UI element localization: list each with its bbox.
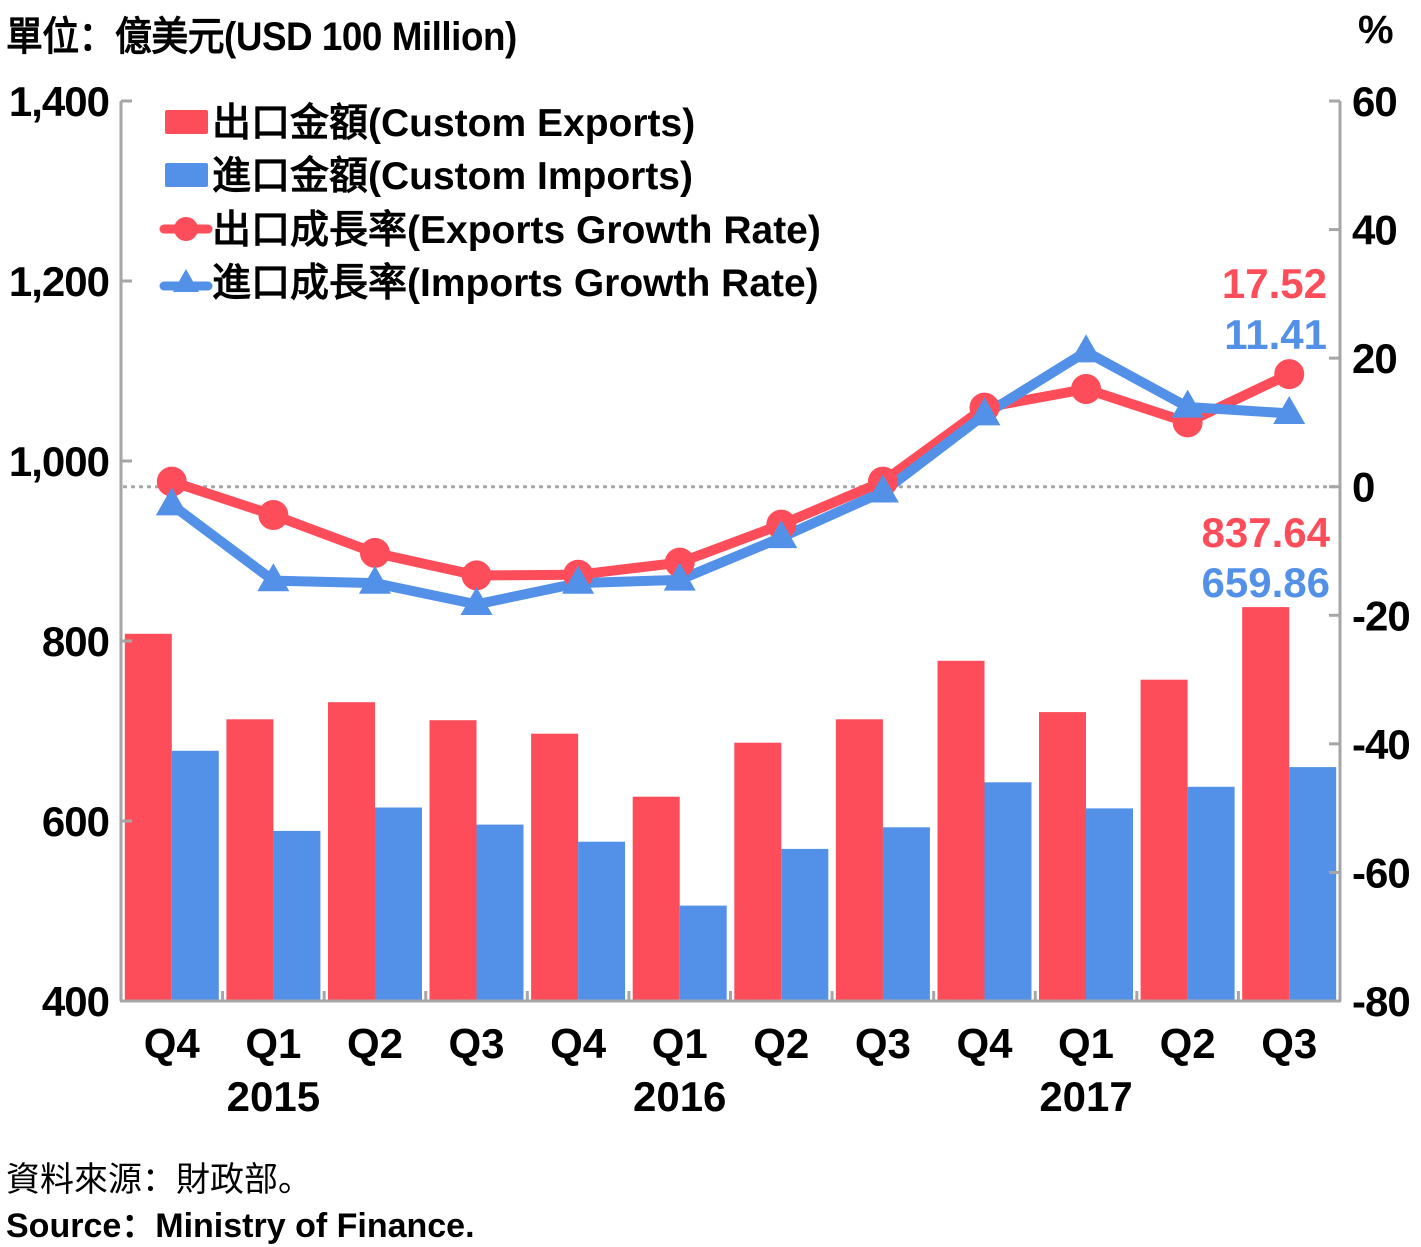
right-axis-tick-label: 60: [1352, 78, 1397, 125]
exports-growth-point: [1071, 374, 1102, 404]
axes-layer: 400 600 800 1,000 1,200 1,400 -80 -60 -40 -20 0 20 4…: [9, 78, 1411, 1120]
x-axis-category-label: Q4: [144, 1020, 201, 1067]
imports-growth-point: [358, 565, 391, 594]
exports-bar: [835, 719, 883, 1001]
legend-item-imports: 進口金額(Custom Imports): [165, 154, 693, 198]
bars-layer: [124, 607, 1337, 1001]
right-axis-unit-label: %: [1358, 8, 1394, 52]
x-axis-category-label: Q3: [449, 1020, 505, 1067]
imports-growth-point: [460, 586, 493, 615]
imports-bar: [578, 841, 626, 1001]
right-axis-tick-label: 40: [1352, 207, 1397, 254]
left-axis-unit-label: 單位：億美元(USD 100 Million): [6, 15, 517, 59]
legend-item-exports-growth: 出口成長率(Exports Growth Rate): [159, 209, 821, 252]
legend-swatch-triangle: [173, 269, 199, 292]
x-axis-category-label: Q1: [652, 1020, 708, 1067]
left-axis-tick-label: 1,000: [9, 438, 109, 485]
right-axis-tick-label: 20: [1352, 335, 1397, 382]
exports-bar: [1242, 607, 1290, 1001]
right-axis-tick-label: -40: [1352, 721, 1410, 768]
exports-bar: [531, 733, 579, 1001]
x-axis-category-label: Q1: [1058, 1020, 1114, 1067]
x-axis-category-label: Q3: [855, 1020, 911, 1067]
imports-growth-point: [155, 487, 188, 516]
x-axis-year-label: 2015: [227, 1073, 320, 1120]
legend-swatch-circle: [174, 217, 198, 241]
x-axis-year-label: 2017: [1039, 1073, 1132, 1120]
imports-growth-point: [562, 565, 595, 594]
x-axis-category-label: Q2: [347, 1020, 403, 1067]
imports-bar: [375, 807, 422, 1001]
imports-growth-point: [1273, 396, 1306, 425]
imports-bar: [882, 827, 930, 1001]
imports-bar: [171, 750, 219, 1001]
x-axis-category-label: Q2: [1160, 1020, 1216, 1067]
exports-bar: [124, 633, 172, 1001]
imports-growth-point: [866, 474, 899, 503]
source-note-zh: 資料來源：財政部。: [6, 1161, 312, 1199]
imports-bar: [273, 830, 321, 1001]
left-axis-tick-label: 600: [42, 798, 109, 845]
x-axis-category-label: Q4: [956, 1020, 1013, 1067]
x-axis-year-label: 2016: [633, 1073, 726, 1120]
exports-bar: [632, 796, 680, 1001]
exports-growth-point: [156, 466, 187, 497]
imports-bar: [984, 782, 1032, 1001]
imports-growth-point: [257, 563, 290, 592]
left-axis-tick-label: 1,200: [9, 258, 109, 305]
imports-growth-point: [968, 397, 1001, 426]
exports-bar: [328, 702, 375, 1001]
exports-bar: [937, 660, 985, 1001]
imports-bar: [1289, 767, 1337, 1001]
exports-bar: [734, 742, 782, 1001]
exports-growth-value-label: 17.52: [1222, 260, 1327, 307]
imports-growth-line: [168, 346, 1290, 610]
left-axis-tick-label: 1,400: [9, 78, 109, 125]
legend-label: 進口金額(Custom Imports): [212, 154, 693, 198]
legend-item-exports: 出口金額(Custom Exports): [165, 101, 695, 145]
right-axis-tick-label: -20: [1352, 592, 1410, 639]
legend-swatch-square: [165, 110, 208, 134]
exports-growth-line: [170, 369, 1292, 581]
imports-growth-point: [765, 520, 798, 549]
right-axis-tick-label: -80: [1352, 978, 1410, 1025]
imports-bar: [679, 905, 727, 1001]
imports-bar: [1086, 808, 1133, 1001]
left-axis-tick-label: 800: [42, 618, 109, 665]
exports-growth-point: [461, 560, 492, 591]
exports-bar: [1039, 712, 1086, 1001]
legend-swatch-square: [165, 163, 208, 187]
left-axis-tick-label: 400: [42, 978, 109, 1025]
x-axis-category-label: Q2: [753, 1020, 809, 1067]
exports-growth-point: [1274, 359, 1305, 390]
exports-bar: [226, 719, 274, 1001]
x-axis-category-label: Q4: [550, 1020, 607, 1067]
right-axis-tick-label: -60: [1352, 849, 1410, 896]
legend-label: 出口金額(Custom Exports): [212, 101, 695, 145]
right-axis-tick-label: 0: [1352, 464, 1374, 511]
imports-growth-point: [1171, 389, 1204, 418]
legend-label: 出口成長率(Exports Growth Rate): [212, 209, 821, 252]
imports-growth-value-label: 11.41: [1224, 311, 1327, 358]
imports-growth-point: [1070, 334, 1103, 363]
legend: 出口金額(Custom Exports) 進口金額(Custom Imports)…: [159, 101, 821, 305]
exports-growth-point: [359, 537, 390, 568]
x-axis-category-label: Q1: [245, 1020, 301, 1067]
imports-bar: [781, 848, 829, 1001]
imports-value-label: 659.86: [1202, 559, 1330, 606]
imports-bar: [476, 824, 524, 1001]
lines-layer: [123, 334, 1338, 615]
exports-bar: [429, 720, 477, 1001]
source-note-en: Source：Ministry of Finance.: [6, 1207, 475, 1245]
imports-bar: [1187, 786, 1235, 1001]
exports-bar: [1140, 679, 1188, 1001]
exports-value-label: 837.64: [1202, 509, 1331, 556]
legend-label: 進口成長率(Imports Growth Rate): [212, 262, 819, 305]
legend-item-imports-growth: 進口成長率(Imports Growth Rate): [159, 262, 819, 305]
exports-growth-point: [258, 500, 289, 530]
x-axis-category-label: Q3: [1261, 1020, 1317, 1067]
imports-growth-point: [663, 562, 696, 591]
